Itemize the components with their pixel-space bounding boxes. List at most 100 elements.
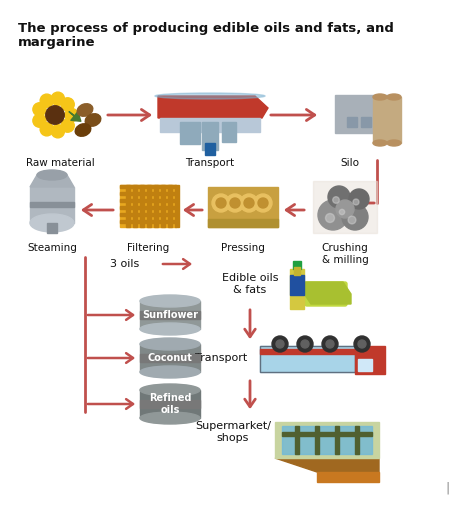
Text: Raw material: Raw material [26,158,95,168]
Bar [208,219,278,227]
Bar [140,301,200,329]
Bar [290,269,304,309]
FancyBboxPatch shape [305,282,347,306]
Ellipse shape [37,170,67,180]
Bar [161,185,165,227]
Circle shape [226,194,244,212]
Bar [347,117,357,127]
Polygon shape [30,175,74,187]
Bar [140,354,200,362]
Text: Filtering: Filtering [127,243,169,253]
Circle shape [318,200,348,230]
Ellipse shape [140,295,200,307]
Ellipse shape [387,94,401,100]
Bar [140,344,200,372]
Circle shape [276,340,284,348]
FancyArrowPatch shape [69,112,81,121]
Circle shape [326,340,334,348]
Ellipse shape [140,412,200,424]
Text: Crushing
& milling: Crushing & milling [322,243,369,265]
Bar [120,206,176,209]
Circle shape [61,119,74,132]
Text: Pressing: Pressing [221,243,265,253]
Circle shape [349,189,369,209]
Bar [282,426,372,454]
Bar [147,185,151,227]
Bar [355,346,385,374]
Bar [260,346,355,372]
Bar [355,426,359,454]
Bar [175,185,179,227]
Bar [290,275,304,295]
Circle shape [51,124,64,138]
Ellipse shape [140,338,200,350]
Bar [47,223,57,233]
Circle shape [342,204,368,230]
Circle shape [40,94,53,108]
Ellipse shape [77,104,93,116]
Bar [375,117,385,127]
Circle shape [51,92,64,105]
Bar [133,185,137,227]
Bar [317,472,379,482]
Bar [315,426,319,454]
Polygon shape [158,96,268,118]
Bar [120,213,176,216]
Bar [313,181,377,233]
Bar [295,426,299,454]
Bar [373,97,387,143]
Bar [335,95,395,133]
Bar [120,185,176,227]
Circle shape [354,336,370,352]
Bar [387,97,401,143]
Circle shape [301,340,309,348]
Text: The process of producing edible oils and fats, and: The process of producing edible oils and… [18,22,394,35]
Bar [293,261,301,269]
Circle shape [333,197,339,203]
Text: Supermarket/
shops: Supermarket/ shops [195,421,271,443]
Ellipse shape [387,140,401,146]
Bar [160,118,260,132]
Bar [120,199,176,202]
Bar [260,346,355,372]
Circle shape [61,98,74,111]
Text: Steaming: Steaming [27,243,77,253]
Bar [30,187,74,223]
Circle shape [230,198,240,208]
Bar [202,122,218,150]
Circle shape [65,109,78,122]
Ellipse shape [75,124,91,136]
Circle shape [325,214,335,223]
Bar [335,426,339,454]
Circle shape [353,199,359,205]
Bar [120,185,176,188]
Bar [260,349,355,354]
Circle shape [40,123,53,136]
Bar [120,220,176,223]
Circle shape [33,103,46,116]
Bar [205,143,215,155]
Ellipse shape [155,93,265,99]
Circle shape [240,194,258,212]
Circle shape [339,209,345,215]
Circle shape [297,336,313,352]
Circle shape [348,216,356,224]
Bar [140,311,200,319]
Bar [361,117,371,127]
Bar [222,122,236,142]
Text: Transport: Transport [195,353,247,363]
Circle shape [216,198,226,208]
Circle shape [328,186,350,208]
Text: Edible oils
& fats: Edible oils & fats [222,273,278,294]
Bar [282,432,372,436]
Circle shape [336,200,354,218]
Circle shape [258,198,268,208]
Text: Transport: Transport [185,158,234,168]
Text: margarine: margarine [18,36,96,49]
Text: Refined
oils: Refined oils [149,393,191,415]
Circle shape [244,198,254,208]
Bar [275,422,379,458]
Text: |: | [445,482,449,495]
Bar [358,359,372,371]
Ellipse shape [373,94,387,100]
